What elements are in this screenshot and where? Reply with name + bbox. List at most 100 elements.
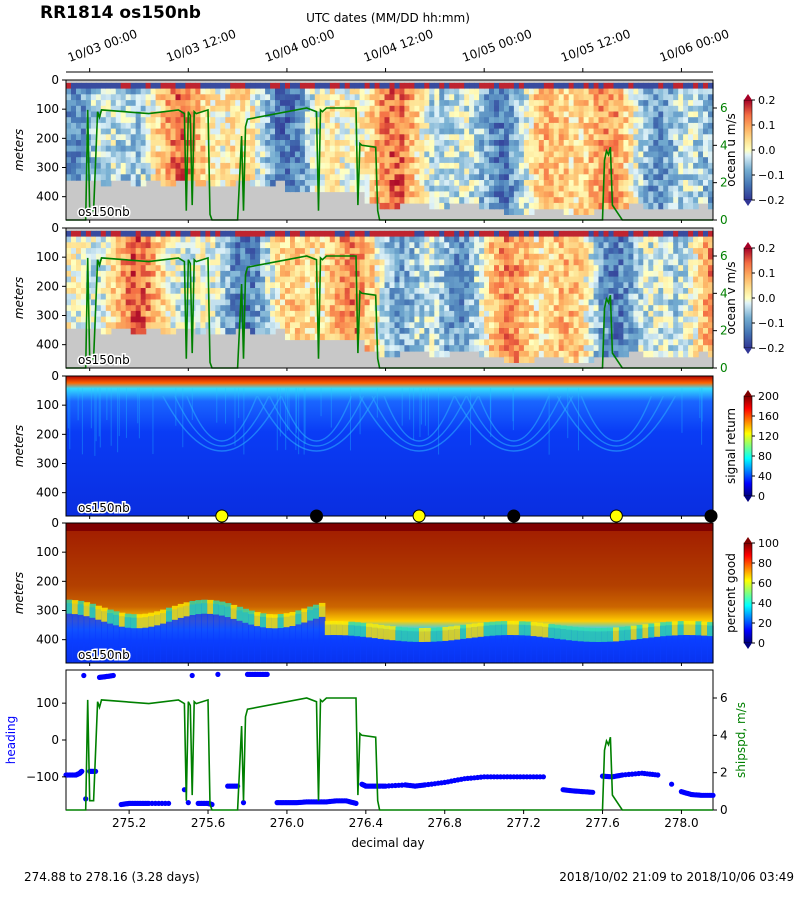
data-cell (101, 152, 107, 158)
data-cell (235, 140, 241, 146)
data-cell (688, 169, 694, 175)
data-cell (464, 345, 470, 351)
data-cell (305, 157, 311, 163)
data-cell (414, 152, 420, 158)
data-cell (101, 89, 107, 95)
data-cell (459, 134, 465, 140)
data-cell (544, 106, 550, 112)
data-cell (623, 277, 629, 283)
data-cell (579, 328, 585, 334)
data-cell (81, 106, 87, 112)
data-cell (265, 140, 271, 146)
data-cell (295, 260, 301, 266)
data-cell (270, 180, 276, 186)
data-cell (300, 117, 306, 123)
data-cell (459, 186, 465, 192)
data-cell (599, 112, 605, 118)
data-cell (534, 146, 540, 152)
data-cell (370, 288, 376, 294)
data-cell (504, 311, 510, 317)
data-cell (310, 94, 316, 100)
data-cell (439, 265, 445, 271)
data-cell (166, 305, 172, 311)
data-cell (210, 265, 216, 271)
data-cell (539, 282, 545, 288)
data-cell (111, 140, 117, 146)
data-cell (220, 328, 226, 334)
data-cell (693, 157, 699, 163)
data-cell (663, 163, 669, 169)
data-cell (499, 134, 505, 140)
data-cell (131, 94, 137, 100)
data-cell (609, 134, 615, 140)
data-cell (668, 174, 674, 180)
data-cell (295, 282, 301, 288)
data-cell (71, 157, 77, 163)
data-cell (643, 140, 649, 146)
data-cell (400, 186, 406, 192)
data-cell (469, 89, 475, 95)
data-cell (638, 83, 644, 89)
data-cell (469, 174, 475, 180)
data-cell (380, 242, 386, 248)
data-cell (633, 254, 639, 260)
panels: 0100200300400metersos150nb64200.20.10.0−… (12, 73, 785, 830)
data-cell (474, 197, 480, 203)
data-cell (265, 322, 271, 328)
data-cell (255, 174, 261, 180)
data-cell (136, 271, 142, 277)
data-cell (131, 123, 137, 129)
data-cell (599, 254, 605, 260)
data-cell (320, 163, 326, 169)
data-cell (494, 282, 500, 288)
data-cell (469, 163, 475, 169)
data-cell (648, 117, 654, 123)
data-cell (444, 106, 450, 112)
data-cell (320, 231, 326, 237)
data-cell (474, 134, 480, 140)
data-cell (489, 89, 495, 95)
data-cell (618, 231, 624, 237)
data-cell (474, 106, 480, 112)
data-cell (449, 334, 455, 340)
data-cell (569, 334, 575, 340)
data-cell (554, 317, 560, 323)
data-cell (210, 152, 216, 158)
data-cell (171, 328, 177, 334)
data-cell (360, 134, 366, 140)
data-cell (584, 117, 590, 123)
data-cell (250, 106, 256, 112)
data-cell (280, 300, 286, 306)
data-cell (564, 300, 570, 306)
data-cell (275, 282, 281, 288)
data-cell (623, 248, 629, 254)
data-cell (529, 94, 535, 100)
data-cell (121, 242, 127, 248)
data-cell (101, 83, 107, 89)
data-cell (464, 83, 470, 89)
data-cell (345, 282, 351, 288)
data-cell (370, 197, 376, 203)
data-cell (340, 186, 346, 192)
data-cell (419, 334, 425, 340)
data-cell (76, 89, 82, 95)
data-cell (106, 271, 112, 277)
data-cell (633, 134, 639, 140)
data-cell (509, 83, 515, 89)
data-cell (628, 129, 634, 135)
data-cell (66, 277, 72, 283)
data-cell (599, 294, 605, 300)
data-cell (360, 157, 366, 163)
data-cell (653, 117, 659, 123)
data-cell (404, 83, 410, 89)
data-cell (609, 242, 615, 248)
data-cell (459, 334, 465, 340)
data-cell (479, 169, 485, 175)
data-cell (638, 282, 644, 288)
data-cell (434, 242, 440, 248)
data-cell (71, 265, 77, 271)
data-cell (589, 169, 595, 175)
data-cell (623, 203, 629, 209)
data-cell (434, 83, 440, 89)
data-cell (285, 157, 291, 163)
